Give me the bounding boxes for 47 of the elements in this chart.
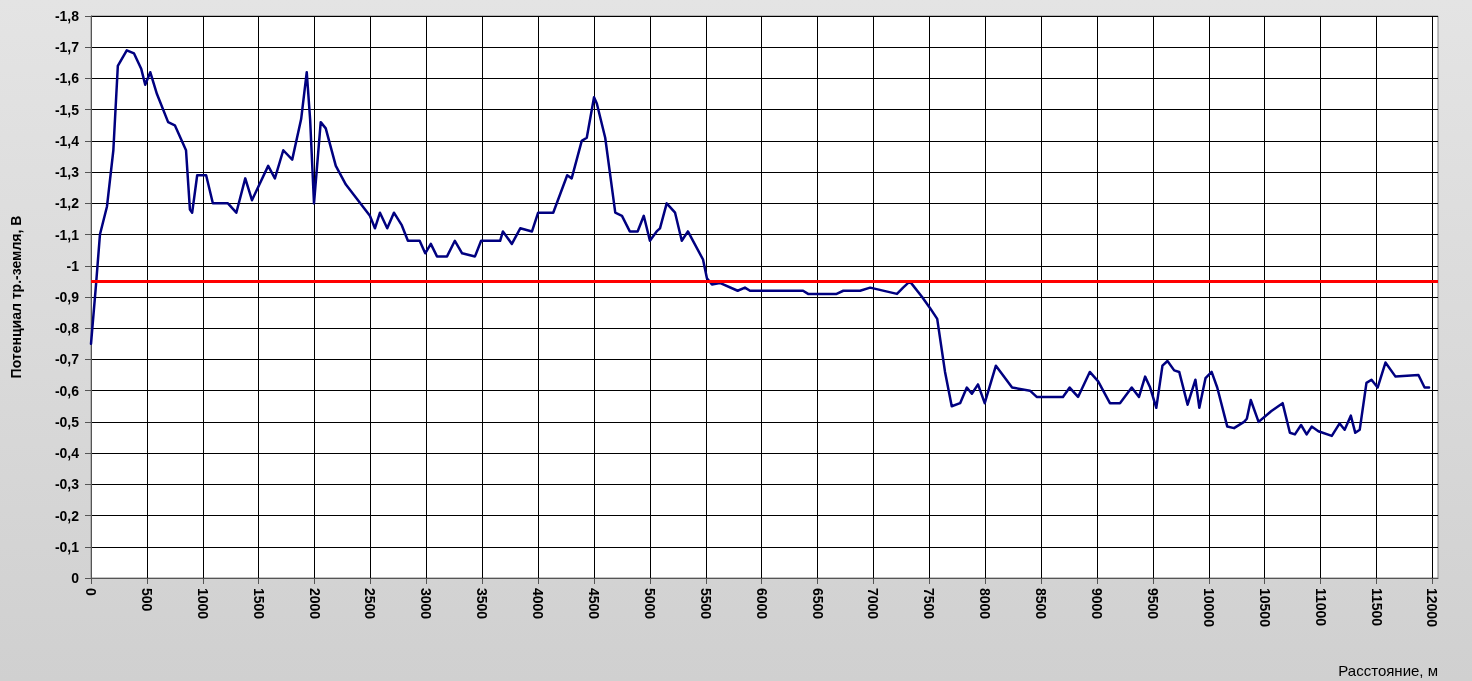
line-series xyxy=(89,49,1431,438)
x-tick-label: 0 xyxy=(83,588,99,596)
y-tick-label: -0,6 xyxy=(54,382,80,399)
x-tick-label: 3500 xyxy=(474,588,491,620)
y-tick-label: -0,4 xyxy=(54,445,80,462)
x-tick-label: 12000 xyxy=(1424,588,1441,628)
x-tick-label: 500 xyxy=(138,588,155,612)
x-tick-label: 10500 xyxy=(1256,588,1273,628)
x-tick-label: 6500 xyxy=(809,588,826,620)
x-tick-label: 7500 xyxy=(921,588,938,620)
y-axis-title: Потенциал тр.-земля, В xyxy=(8,215,24,379)
x-tick-label: 9500 xyxy=(1144,588,1161,620)
y-tick-label: -0,1 xyxy=(54,538,80,555)
x-tick-label: 1000 xyxy=(194,588,211,620)
x-tick-label: 5500 xyxy=(697,588,714,620)
y-tick-label: -0,9 xyxy=(54,289,80,305)
y-tick-label: -0,3 xyxy=(54,476,80,493)
y-tick-label: -1,1 xyxy=(54,226,80,243)
y-tick-label: -1,3 xyxy=(54,164,80,181)
x-axis-title: Расстояние, м xyxy=(1338,662,1438,679)
y-tick-label: -1,7 xyxy=(54,39,80,56)
x-tick-label: 11500 xyxy=(1368,588,1385,627)
x-tick-label: 10000 xyxy=(1200,588,1217,628)
y-tick-label: -1 xyxy=(66,257,80,274)
y-tick-label: -1,5 xyxy=(54,101,80,118)
x-tick-label: 5000 xyxy=(641,588,658,620)
x-tick-label: 4500 xyxy=(586,588,603,620)
y-tick-label: -0,8 xyxy=(54,320,80,337)
y-tick-label: -1,4 xyxy=(54,132,80,149)
y-tick-label: -0,2 xyxy=(54,507,80,524)
y-tick-label: -1,2 xyxy=(54,195,80,212)
y-tick-label: -1,8 xyxy=(54,8,80,24)
y-tick-label: -1,6 xyxy=(54,70,80,87)
y-tick-label: 0 xyxy=(71,570,80,586)
x-tick-label: 2500 xyxy=(362,588,379,620)
x-tick-label: 7000 xyxy=(865,588,882,620)
x-tick-label: 11000 xyxy=(1312,588,1329,627)
x-tick-label: 6000 xyxy=(753,588,770,620)
y-tick-label: -0,5 xyxy=(54,413,80,430)
x-tick-label: 8500 xyxy=(1033,588,1050,620)
y-tick-label: -0,7 xyxy=(54,351,80,368)
x-tick-label: 1500 xyxy=(250,588,267,620)
x-tick-label: 8000 xyxy=(977,588,994,620)
x-tick-label: 4000 xyxy=(530,588,547,620)
x-tick-label: 3000 xyxy=(418,588,435,620)
x-tick-label: 9000 xyxy=(1089,588,1106,620)
x-tick-label: 2000 xyxy=(306,588,323,620)
